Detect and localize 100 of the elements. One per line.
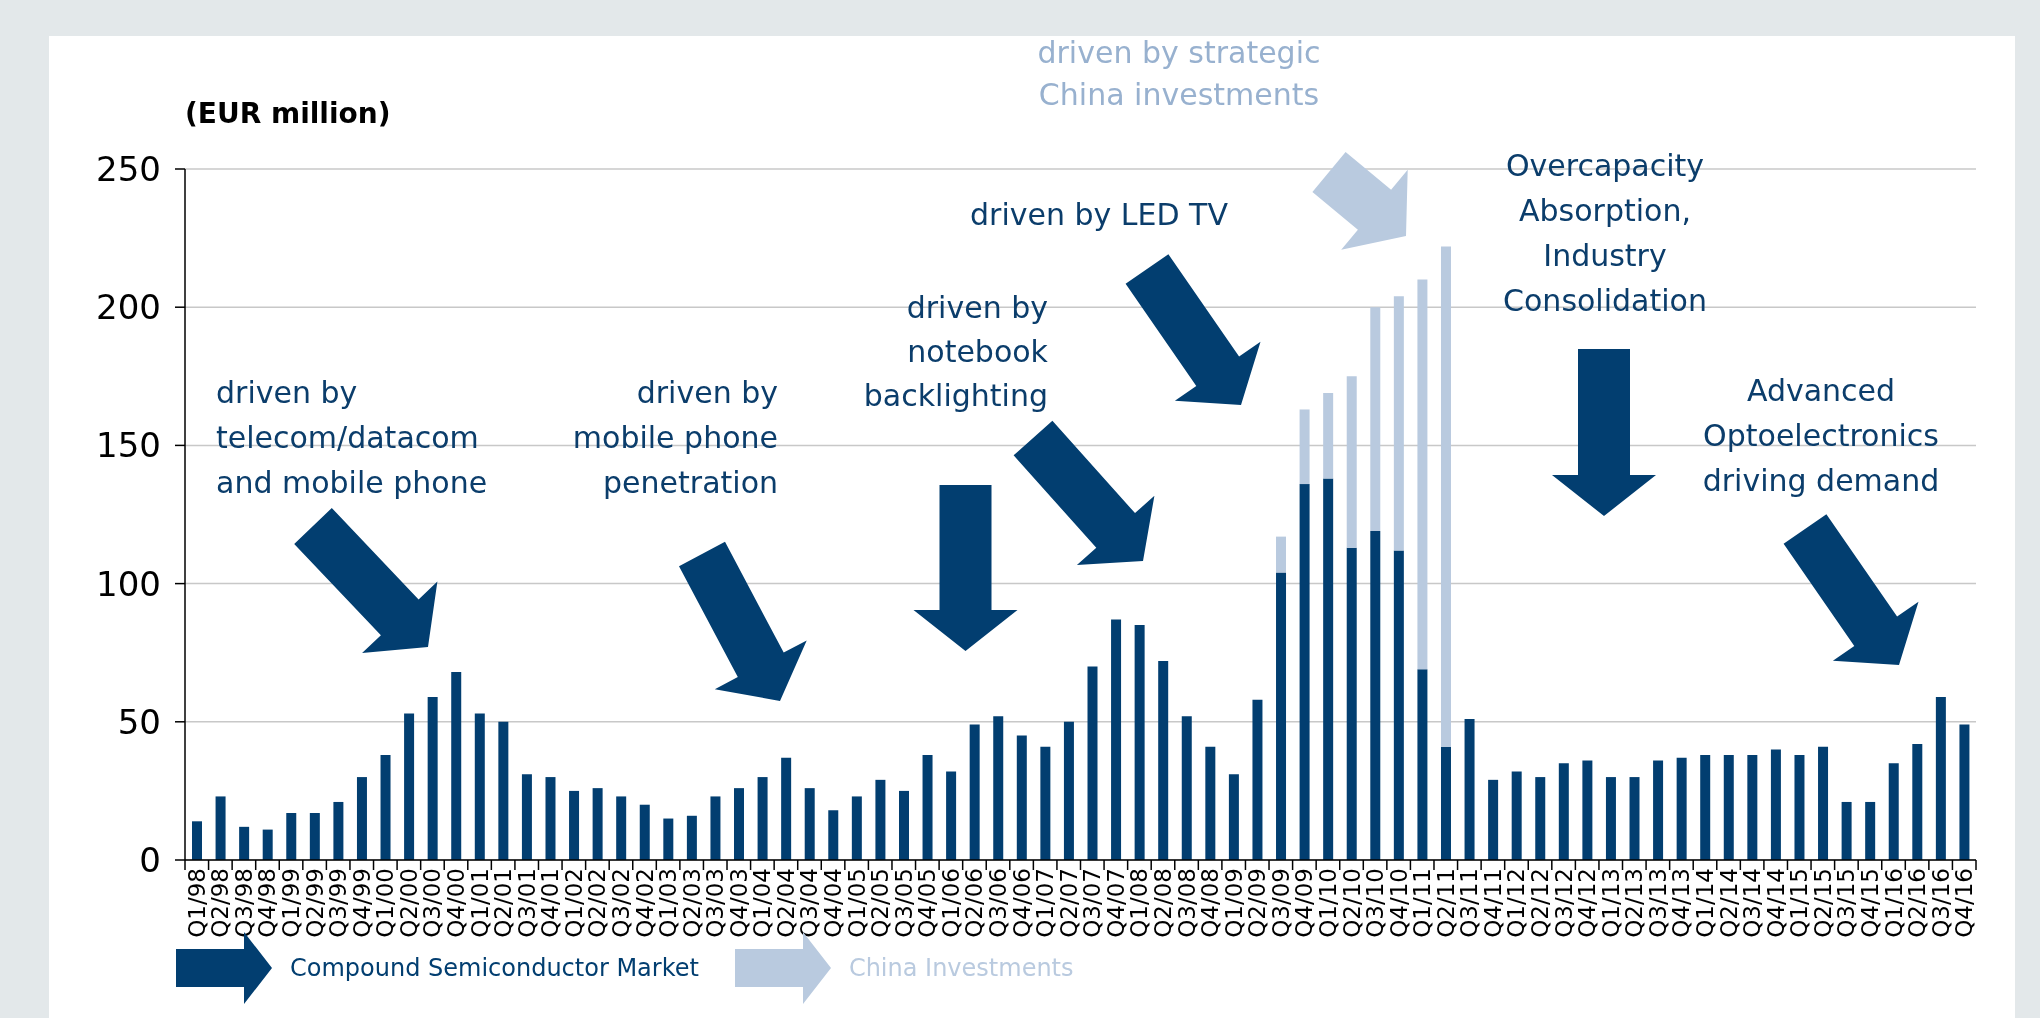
bar <box>1935 696 1946 860</box>
bar <box>1440 746 1451 860</box>
bar <box>521 774 532 860</box>
bar <box>781 757 792 860</box>
bar <box>1393 550 1404 860</box>
bar <box>1205 746 1216 860</box>
bar <box>1605 777 1616 860</box>
bar <box>474 713 485 860</box>
bar <box>262 829 273 860</box>
bar <box>1063 721 1074 860</box>
bar <box>969 724 980 860</box>
bar <box>1841 801 1852 860</box>
x-tick-label: Q4/02 <box>631 868 658 938</box>
x-tick-label: Q2/06 <box>961 868 988 938</box>
bar <box>710 796 721 860</box>
bar <box>1888 763 1899 860</box>
bar <box>1393 296 1404 551</box>
y-tick-label: 250 <box>96 149 161 190</box>
x-tick-label: Q3/04 <box>796 868 823 938</box>
y-axis-title: (EUR million) <box>185 96 391 130</box>
bar <box>356 777 367 860</box>
bar <box>427 696 438 860</box>
x-tick-label: Q1/12 <box>1503 868 1530 938</box>
bar <box>1346 376 1357 548</box>
bar <box>804 788 815 860</box>
bar <box>380 754 391 860</box>
bar <box>1370 531 1381 860</box>
bar <box>1181 716 1192 860</box>
bar <box>592 788 603 860</box>
annotation: driven by LED TV <box>970 196 1229 232</box>
bar <box>1323 392 1334 479</box>
text: China Investments <box>848 954 1074 982</box>
bar <box>1959 724 1970 860</box>
bar <box>757 777 768 860</box>
bar <box>1653 760 1664 860</box>
annotation: driven by telecom/datacom and mobile phone <box>216 374 488 500</box>
x-tick-label: Q3/00 <box>419 868 446 938</box>
bar <box>1794 754 1805 860</box>
bar <box>1299 409 1310 485</box>
x-tick-label: Q1/98 <box>183 868 210 938</box>
bar <box>1276 572 1287 860</box>
bar <box>286 813 297 860</box>
bar <box>1016 735 1027 860</box>
bar <box>1464 719 1475 860</box>
bar <box>1276 536 1287 573</box>
bar <box>1629 777 1640 860</box>
bar <box>1252 699 1263 860</box>
bar <box>1818 746 1829 860</box>
bar <box>1370 307 1381 532</box>
y-tick-label: 100 <box>96 563 161 604</box>
bar <box>192 821 202 860</box>
bar <box>1111 619 1122 860</box>
bar <box>639 804 650 860</box>
annotation: Advanced Optoelectronics driving demand <box>1702 372 1940 498</box>
bar <box>1700 754 1711 860</box>
bar <box>1417 669 1428 860</box>
bar <box>828 810 839 860</box>
bar <box>404 713 415 860</box>
bar <box>1134 625 1145 860</box>
bar <box>616 796 627 860</box>
x-tick-label: Q4/16 <box>1951 868 1978 938</box>
x-tick-label: Q4/98 <box>254 868 281 938</box>
bar <box>1417 279 1428 670</box>
x-tick-label: Q2/14 <box>1715 868 1742 938</box>
bar <box>875 779 886 860</box>
bar <box>1747 754 1758 860</box>
text: driven by strategic China investments <box>1037 34 1321 112</box>
bar <box>451 672 462 860</box>
bar <box>498 721 509 860</box>
bar <box>1770 749 1781 860</box>
annotation: Overcapacity Absorption, Industry Consolidation <box>1503 147 1707 318</box>
bar <box>734 788 745 860</box>
bar <box>1228 774 1239 860</box>
bar <box>1511 771 1522 860</box>
y-tick-label: 200 <box>96 287 161 328</box>
bar <box>1912 743 1923 860</box>
bar <box>1582 760 1593 860</box>
bar <box>1488 779 1499 860</box>
bar <box>545 777 556 860</box>
x-tick-label: Q2/10 <box>1338 868 1365 938</box>
x-tick-label: Q1/16 <box>1880 868 1907 938</box>
bar <box>1040 746 1051 860</box>
bar <box>898 790 909 860</box>
bar <box>851 796 862 860</box>
bar <box>309 813 320 860</box>
bar <box>1158 660 1169 860</box>
x-tick-label: Q3/08 <box>1173 868 1200 938</box>
bar <box>239 826 250 860</box>
text: Compound Semiconductor Market <box>290 954 699 982</box>
bar <box>946 771 957 860</box>
bar <box>1299 484 1310 860</box>
annotation: driven by mobile phone penetration <box>572 374 778 500</box>
bar <box>922 754 933 860</box>
y-tick-label: 150 <box>96 425 161 466</box>
annotation: driven by notebook backlighting <box>863 289 1049 413</box>
bar <box>686 815 697 860</box>
bar <box>1723 754 1734 860</box>
y-tick-label: 50 <box>117 701 161 742</box>
bar <box>333 801 344 860</box>
bar <box>569 790 580 860</box>
